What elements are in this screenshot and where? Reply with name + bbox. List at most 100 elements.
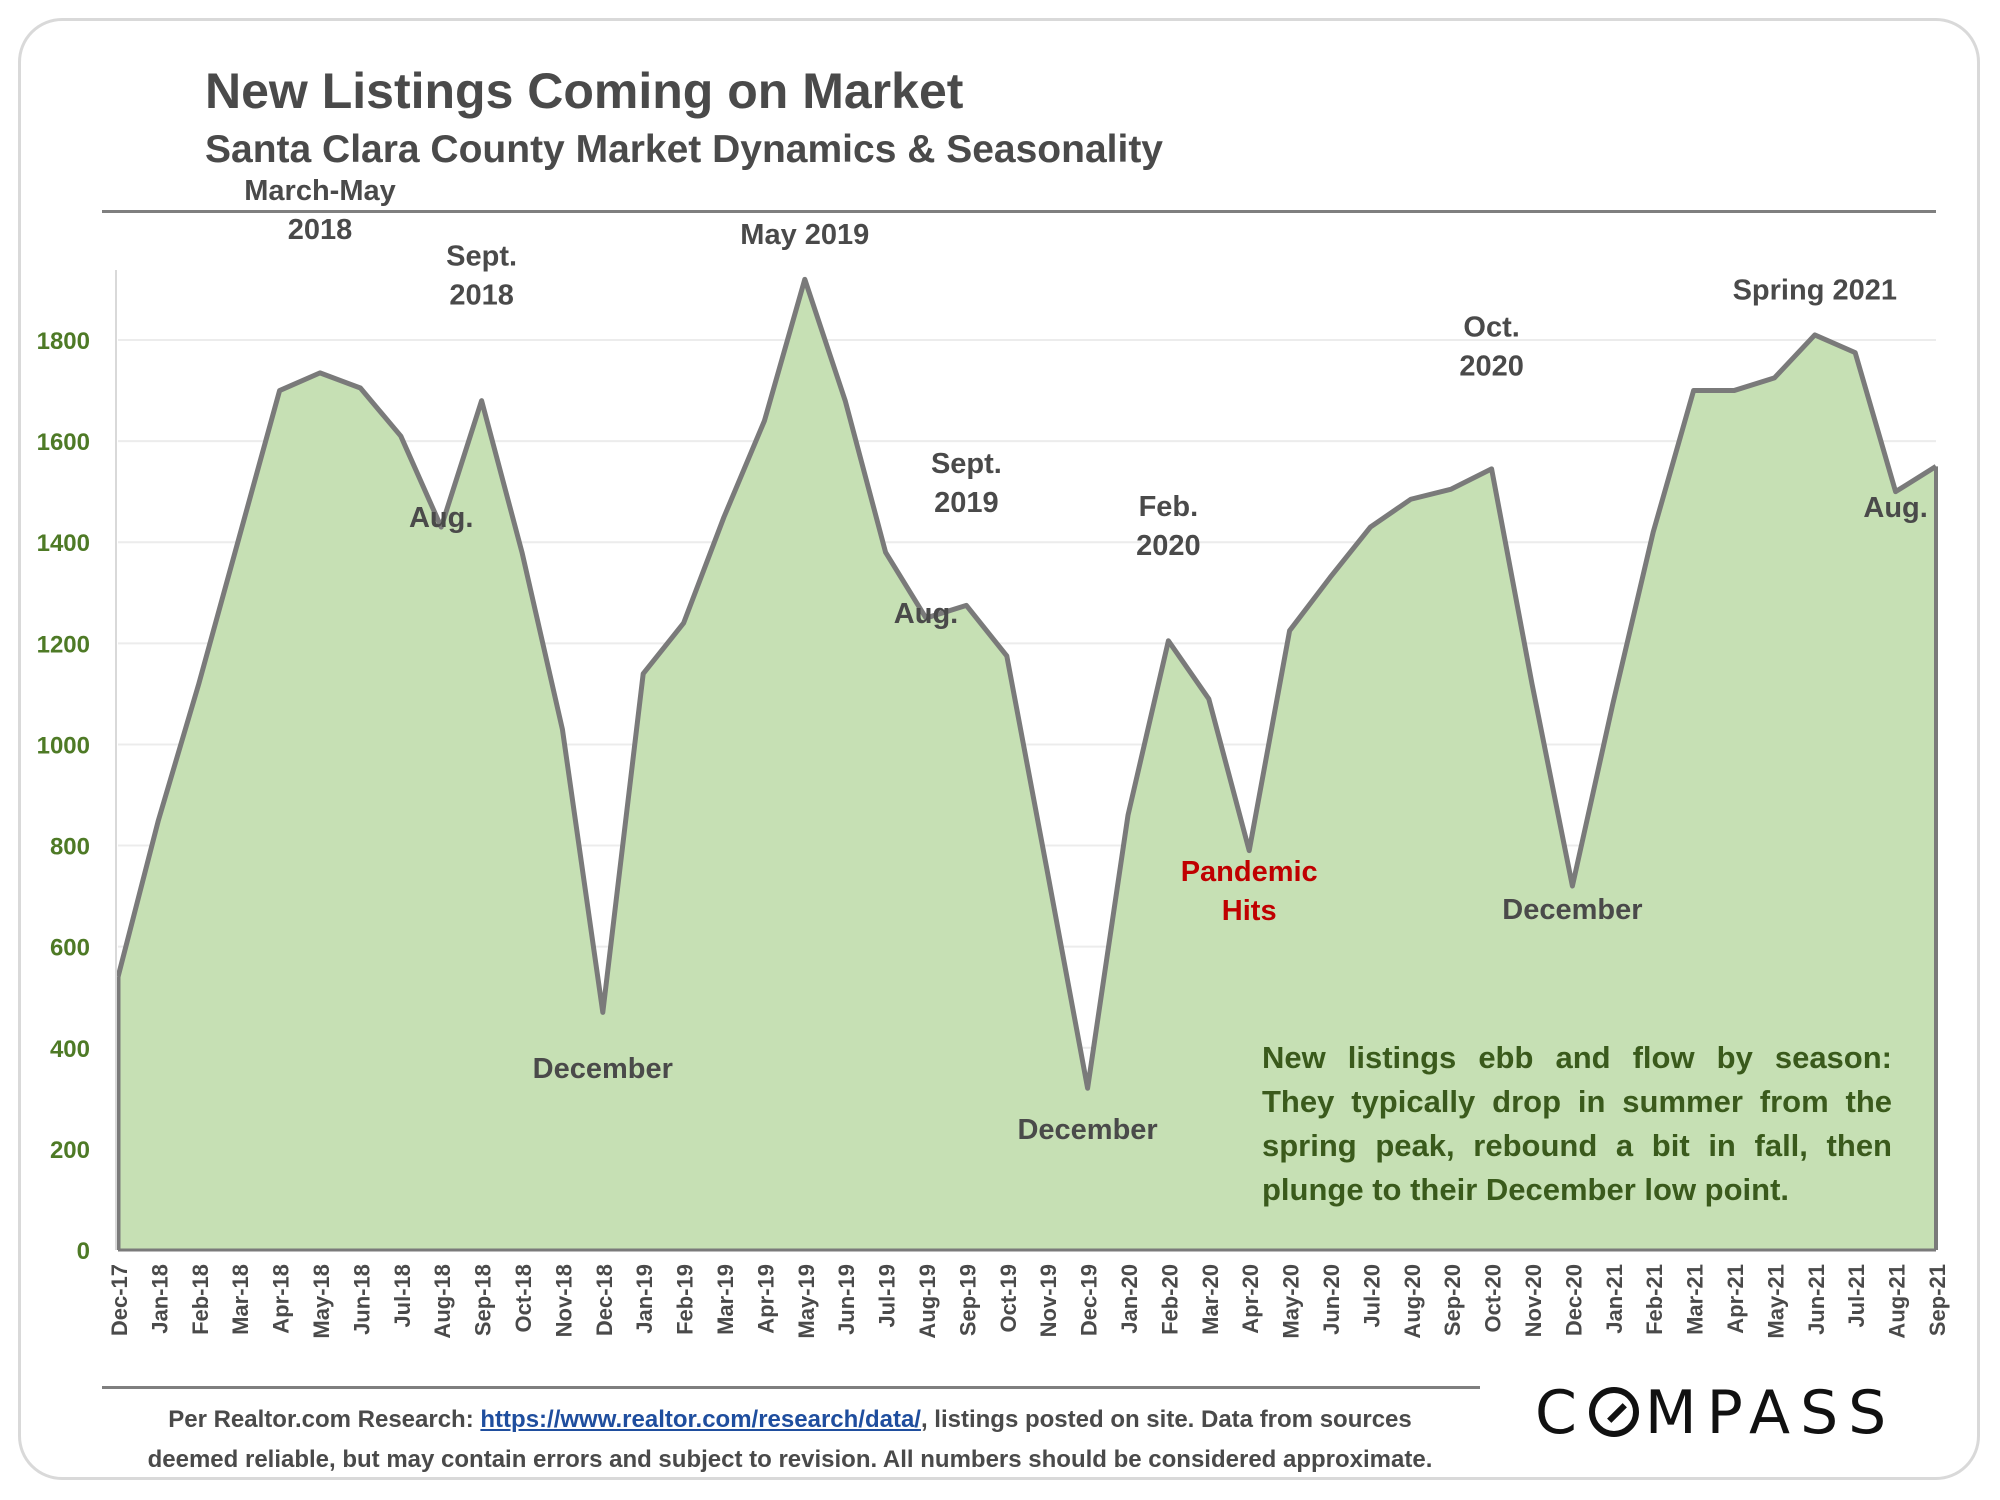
data-point <box>681 620 687 626</box>
annotation-label: Aug. <box>1863 492 1927 524</box>
data-point <box>236 534 242 540</box>
annotation-label: December <box>1017 1114 1157 1146</box>
compass-o-icon <box>1588 1387 1639 1437</box>
data-point <box>357 385 363 391</box>
x-tick-label: Dec-17 <box>107 1264 132 1336</box>
compass-logo: C MPASS <box>1535 1378 1896 1448</box>
y-tick-label: 1400 <box>37 530 90 557</box>
x-tick-label: Aug-21 <box>1885 1264 1910 1339</box>
y-tick-label: 600 <box>50 935 90 962</box>
data-point <box>963 602 969 608</box>
x-tick-label: Jul-20 <box>1359 1264 1384 1328</box>
footer-divider <box>102 1386 1480 1389</box>
annotation-label: Feb. <box>1139 491 1199 523</box>
x-tick-label: Feb-20 <box>1157 1264 1182 1335</box>
x-tick-label: Mar-18 <box>228 1264 253 1335</box>
annotation-label: Sept. <box>446 241 517 273</box>
x-tick-label: May-21 <box>1763 1264 1788 1339</box>
x-tick-label: Jul-18 <box>390 1264 415 1328</box>
y-tick-label: 1600 <box>37 429 90 456</box>
x-tick-label: Nov-20 <box>1521 1264 1546 1337</box>
x-tick-label: Mar-19 <box>713 1264 738 1335</box>
title-divider <box>102 210 1936 213</box>
annotation-label: Hits <box>1222 895 1277 927</box>
data-point <box>1529 681 1535 687</box>
data-point <box>1731 388 1737 394</box>
y-tick-label: 200 <box>50 1137 90 1164</box>
x-tick-label: Sep-20 <box>1440 1264 1465 1336</box>
x-tick-label: Jun-21 <box>1804 1264 1829 1335</box>
annotation-label: December <box>533 1053 673 1085</box>
data-point <box>1165 638 1171 644</box>
x-tick-label: May-19 <box>794 1264 819 1339</box>
footer-suffix: , listings posted on site. Data from sou… <box>920 1406 1412 1433</box>
x-tick-label: Jan-18 <box>147 1264 172 1334</box>
data-point <box>1610 701 1616 707</box>
annotation-label: December <box>1502 894 1642 926</box>
data-point <box>1206 696 1212 702</box>
x-tick-label: Jul-21 <box>1844 1264 1869 1328</box>
y-tick-label: 1200 <box>37 631 90 658</box>
source-link[interactable]: https://www.realtor.com/research/data/ <box>480 1406 921 1433</box>
data-point <box>883 549 889 555</box>
chart-subtitle: Santa Clara County Market Dynamics & Sea… <box>205 128 1163 171</box>
x-tick-label: Sep-18 <box>471 1264 496 1336</box>
x-tick-label: Jan-20 <box>1117 1264 1142 1334</box>
data-point <box>1569 883 1575 889</box>
data-point <box>155 817 161 823</box>
x-tick-label: Nov-18 <box>551 1264 576 1337</box>
x-tick-label: Sep-21 <box>1925 1264 1950 1336</box>
x-tick-label: Aug-20 <box>1400 1264 1425 1339</box>
data-point <box>277 388 283 394</box>
x-tick-label: Aug-19 <box>915 1264 940 1339</box>
x-tick-label: Jun-20 <box>1319 1264 1344 1335</box>
annotation-label: Pandemic <box>1181 856 1318 888</box>
data-point <box>1004 653 1010 659</box>
data-point <box>761 418 767 424</box>
logo-text-start: C <box>1535 1378 1587 1448</box>
data-point <box>1327 575 1333 581</box>
annotation-label: 2018 <box>288 214 353 246</box>
x-tick-label: May-20 <box>1279 1264 1304 1339</box>
x-tick-label: Jul-19 <box>875 1264 900 1328</box>
data-point <box>1044 868 1050 874</box>
x-tick-label: Mar-20 <box>1198 1264 1223 1335</box>
annotation-label: Sept. <box>931 448 1002 480</box>
x-tick-label: Dec-20 <box>1561 1264 1586 1336</box>
data-point <box>1287 628 1293 634</box>
data-point <box>1246 848 1252 854</box>
data-point <box>1489 466 1495 472</box>
footer-prefix: Per Realtor.com Research: <box>168 1406 474 1433</box>
source-footer: Per Realtor.com Research: https://www.re… <box>100 1400 1480 1480</box>
data-point <box>1125 812 1131 818</box>
area-chart: 0 200 400 600 800 1000 1200 1400 1600 1800 Dec-17 J… <box>37 175 1950 1339</box>
data-point <box>317 370 323 376</box>
x-tick-label: Feb-19 <box>673 1264 698 1335</box>
data-point <box>1408 496 1414 502</box>
annotation-label: Oct. <box>1463 311 1519 343</box>
chart-title: New Listings Coming on Market <box>205 63 964 119</box>
annotation-label: May 2019 <box>740 219 869 251</box>
data-point <box>842 398 848 404</box>
annotation-label: 2019 <box>934 487 999 519</box>
x-tick-label: Dec-19 <box>1077 1264 1102 1336</box>
data-point <box>640 671 646 677</box>
x-tick-label: Oct-19 <box>996 1264 1021 1332</box>
data-point <box>1085 1085 1091 1091</box>
annotation-label: 2018 <box>449 280 514 312</box>
data-point <box>1852 350 1858 356</box>
y-tick-label: 0 <box>77 1238 90 1265</box>
x-tick-label: Oct-18 <box>511 1264 536 1332</box>
data-point <box>1448 486 1454 492</box>
data-point <box>1933 463 1939 469</box>
data-point <box>802 276 808 282</box>
data-point <box>1812 332 1818 338</box>
x-tick-label: Feb-18 <box>188 1264 213 1335</box>
x-tick-label: Apr-20 <box>1238 1264 1263 1334</box>
x-tick-label: Oct-20 <box>1481 1264 1506 1332</box>
y-tick-label: 400 <box>50 1036 90 1063</box>
x-tick-label: Jan-19 <box>632 1264 657 1334</box>
x-tick-label: Aug-18 <box>430 1264 455 1339</box>
x-tick-label: Dec-18 <box>592 1264 617 1336</box>
data-point <box>559 726 565 732</box>
